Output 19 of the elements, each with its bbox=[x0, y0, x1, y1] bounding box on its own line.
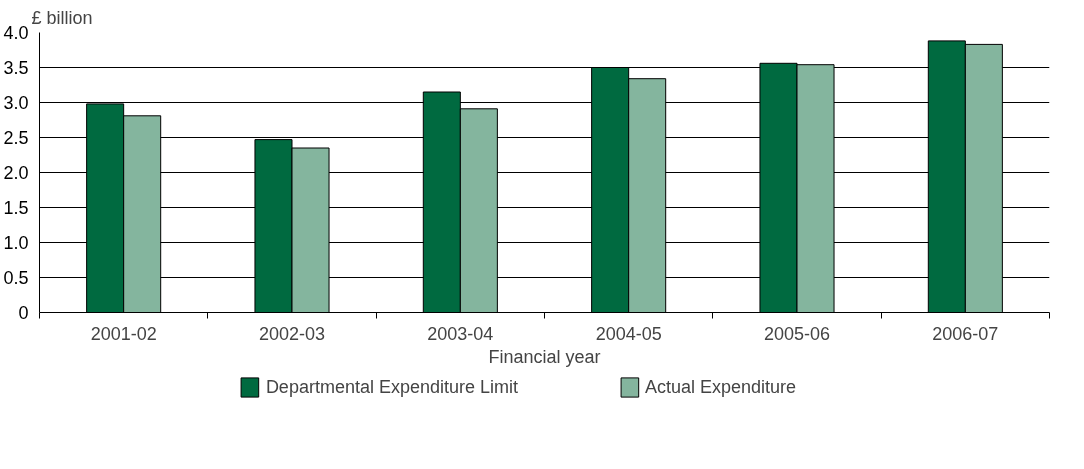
x-tick-label: 2003-04 bbox=[427, 323, 494, 344]
legend-label: Actual Expenditure bbox=[645, 376, 797, 398]
x-tick-label: 2002-03 bbox=[258, 323, 326, 344]
y-axis-title: £ billion bbox=[31, 7, 93, 28]
x-tick-label: 2006-07 bbox=[932, 323, 999, 344]
x-axis-title: Financial year bbox=[488, 346, 601, 367]
legend-label: Departmental Expenditure Limit bbox=[265, 376, 518, 398]
y-tick-label: 1.5 bbox=[3, 198, 29, 218]
y-tick-label: 3.5 bbox=[3, 58, 29, 78]
x-tick-label: 2004-05 bbox=[595, 323, 662, 344]
y-tick-label: 2.0 bbox=[3, 163, 29, 183]
y-tick-label: 1.0 bbox=[3, 233, 29, 253]
x-tick-label: 2001-02 bbox=[90, 323, 157, 344]
y-tick-label: 4.0 bbox=[3, 23, 29, 43]
y-tick-label: 2.5 bbox=[3, 128, 29, 148]
y-tick-label: 0 bbox=[18, 303, 29, 323]
x-tick-label: 2005-06 bbox=[763, 323, 831, 344]
y-tick-label: 3.0 bbox=[3, 93, 29, 113]
y-tick-label: 0.5 bbox=[3, 268, 29, 288]
